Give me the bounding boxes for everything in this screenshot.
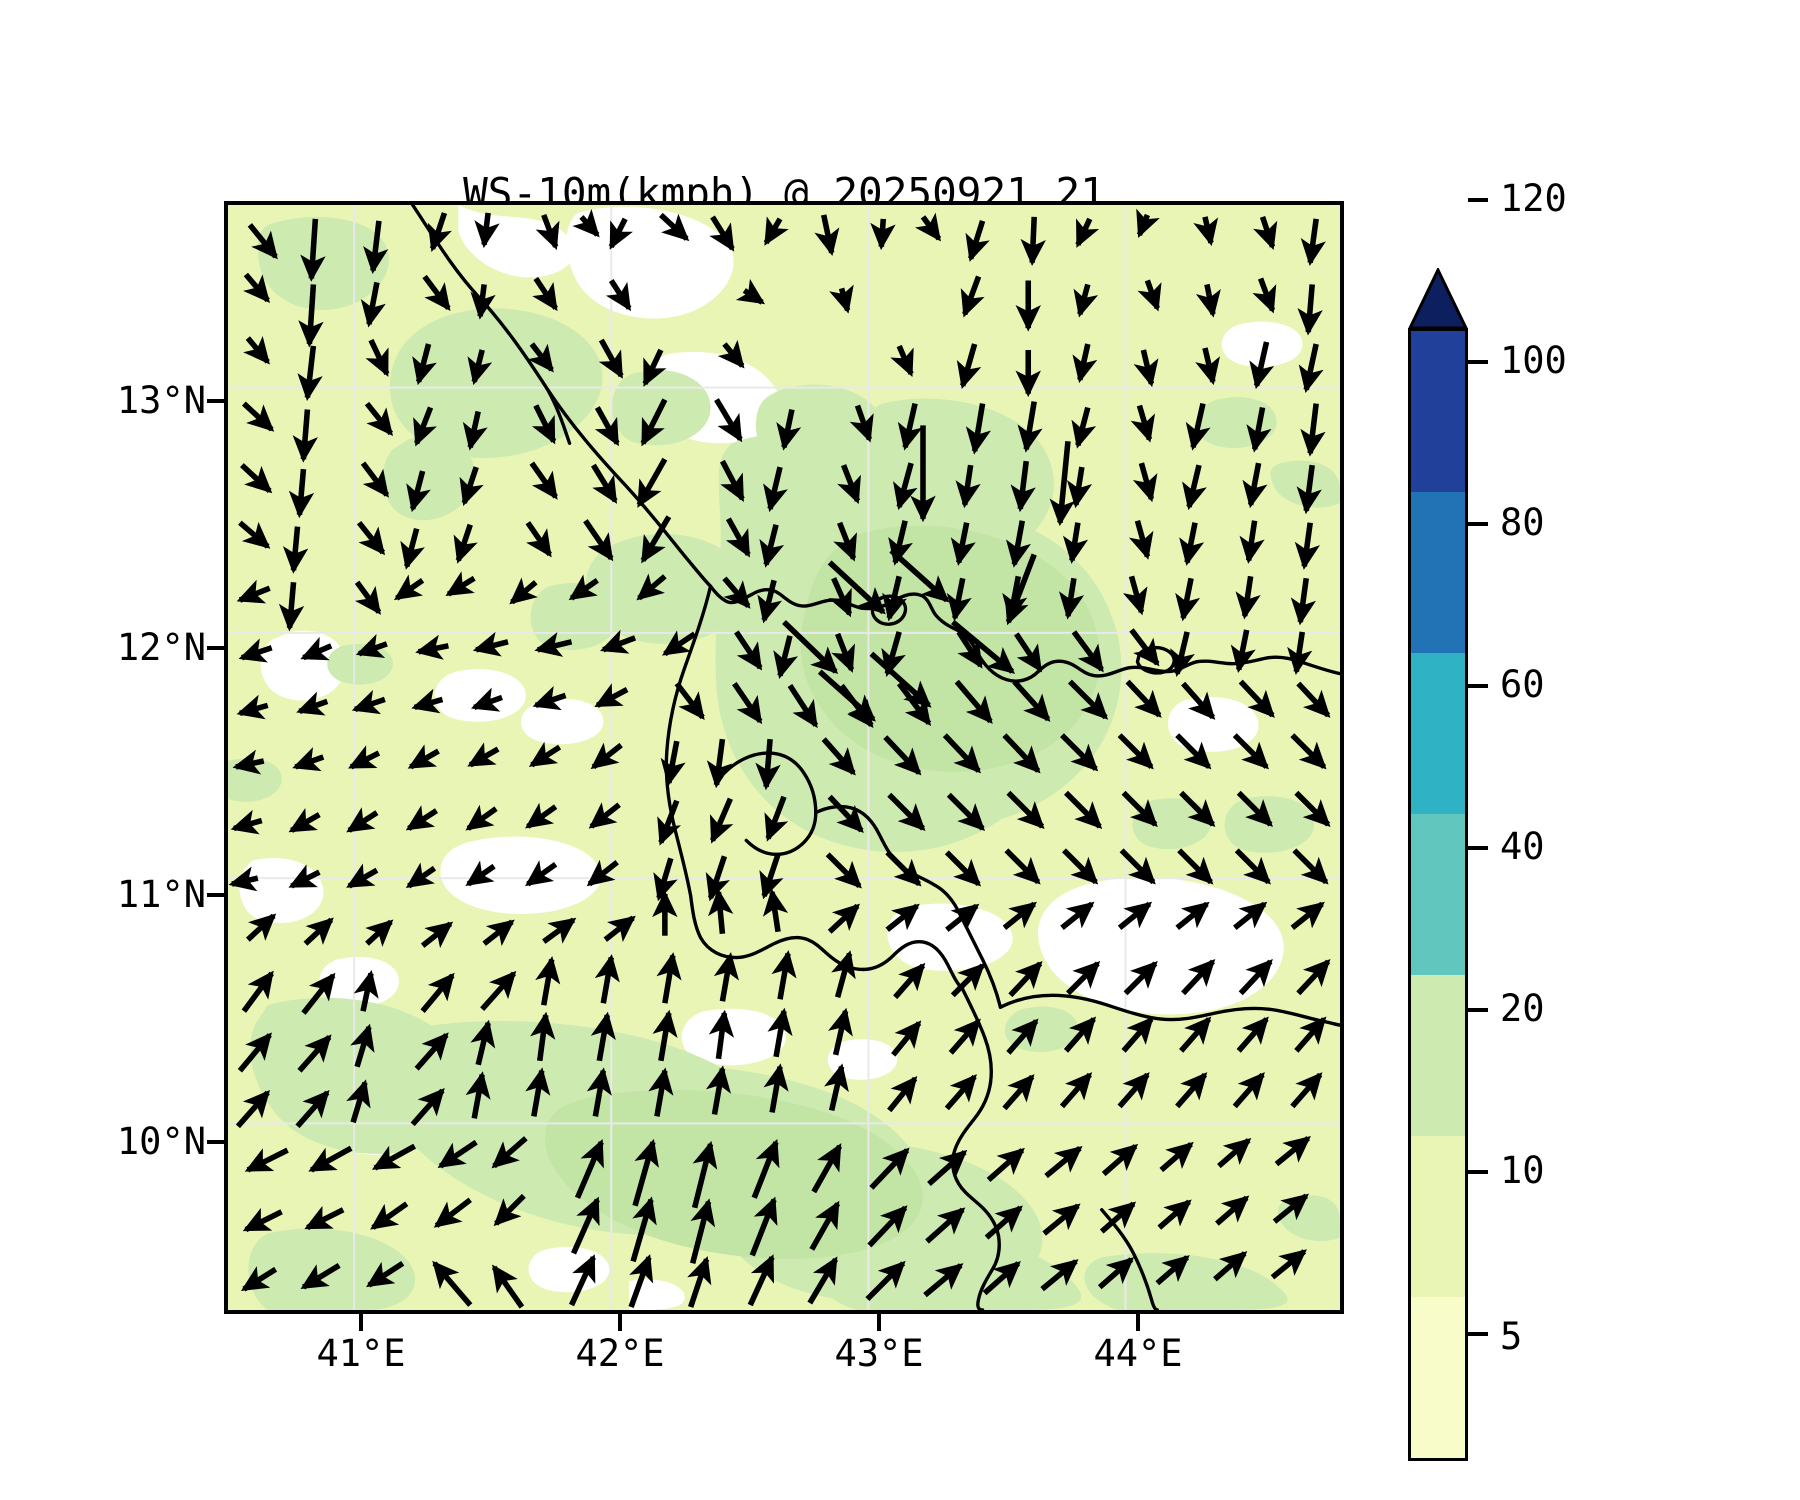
colorbar-tick-100 xyxy=(1468,360,1488,364)
colorbar-label-20: 20 xyxy=(1500,987,1545,1030)
map-overlay-layer xyxy=(228,205,1340,1310)
xtick-label-44e: 44°E xyxy=(1093,1332,1183,1375)
colorbar-segment-5-10 xyxy=(1411,1296,1465,1458)
xtick-label-41e: 41°E xyxy=(316,1332,406,1375)
colorbar-tick-60 xyxy=(1468,684,1488,688)
colorbar-label-80: 80 xyxy=(1500,501,1545,544)
colorbar-segment-100-120 xyxy=(1411,331,1465,492)
ytick-mark-11n xyxy=(207,893,224,897)
colorbar-segment-10-20 xyxy=(1411,1136,1465,1297)
colorbar-segment-20-40 xyxy=(1411,975,1465,1136)
colorbar-extend-arrow-icon xyxy=(1408,268,1468,330)
wind-vector-arrows xyxy=(228,208,1331,1309)
colorbar-segment-40-60 xyxy=(1411,813,1465,975)
coastline-border-lines xyxy=(410,205,1340,1310)
map-plot-area[interactable] xyxy=(224,201,1344,1314)
colorbar-label-120: 120 xyxy=(1500,177,1567,220)
colorbar-tick-120 xyxy=(1468,198,1488,202)
colorbar-label-10: 10 xyxy=(1500,1149,1545,1192)
colorbar-tick-20 xyxy=(1468,1008,1488,1012)
colorbar-tick-40 xyxy=(1468,846,1488,850)
colorbar-tick-80 xyxy=(1468,522,1488,526)
colorbar-segment-60-80 xyxy=(1411,652,1465,814)
colorbar-tick-10 xyxy=(1468,1170,1488,1174)
ytick-mark-13n xyxy=(207,399,224,403)
ytick-label-12n: 12°N xyxy=(116,626,206,669)
xtick-mark-44e xyxy=(1136,1314,1140,1331)
xtick-label-43e: 43°E xyxy=(834,1332,924,1375)
ytick-mark-12n xyxy=(207,646,224,650)
map-canvas xyxy=(228,205,1340,1310)
xtick-mark-42e xyxy=(618,1314,622,1331)
colorbar-label-40: 40 xyxy=(1500,825,1545,868)
xtick-mark-43e xyxy=(877,1314,881,1331)
colorbar-segment-80-100 xyxy=(1411,492,1465,653)
ytick-label-11n: 11°N xyxy=(116,873,206,916)
ytick-label-13n: 13°N xyxy=(116,379,206,422)
map-gridlines xyxy=(228,205,1340,1310)
ytick-label-10n: 10°N xyxy=(116,1120,206,1163)
colorbar-gradient xyxy=(1408,328,1468,1461)
ytick-mark-10n xyxy=(207,1140,224,1144)
xtick-label-42e: 42°E xyxy=(575,1332,665,1375)
colorbar-label-5: 5 xyxy=(1500,1315,1523,1358)
colorbar-tick-5 xyxy=(1468,1332,1488,1336)
colorbar-label-100: 100 xyxy=(1500,339,1567,382)
colorbar[interactable]: 120 100 80 60 40 20 10 5 xyxy=(1408,150,1768,1461)
xtick-mark-41e xyxy=(359,1314,363,1331)
colorbar-label-60: 60 xyxy=(1500,663,1545,706)
